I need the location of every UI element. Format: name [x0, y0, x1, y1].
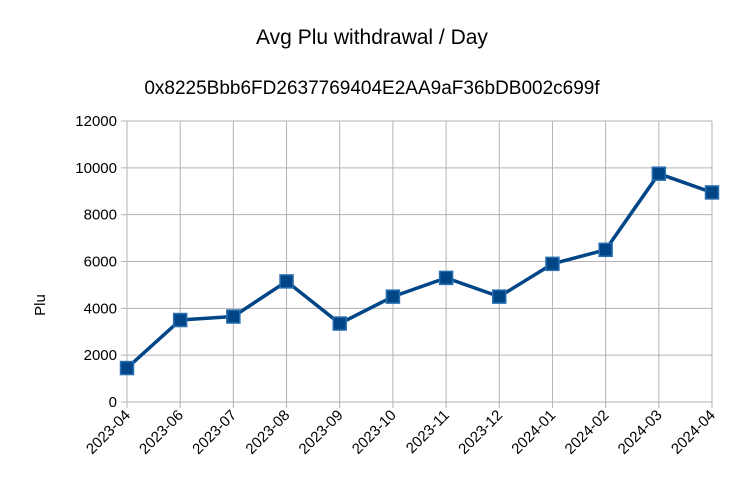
- x-tick-label: 2024-03: [615, 407, 666, 458]
- gridlines: [121, 120, 713, 408]
- series-layer: [119, 166, 720, 376]
- x-tick-label: 2023-06: [136, 407, 187, 458]
- x-tick-label: 2024-04: [668, 407, 719, 458]
- x-tick-label: 2023-08: [242, 407, 293, 458]
- series-line: [125, 171, 713, 370]
- x-tick-label: 2023-12: [455, 407, 506, 458]
- chart-title: Avg Plu withdrawal / Day: [256, 26, 488, 49]
- data-point: [279, 274, 294, 289]
- y-tick-label: 2000: [84, 347, 117, 364]
- y-tick-label: 0: [109, 394, 117, 411]
- data-point: [651, 166, 667, 181]
- y-tick-label: 8000: [84, 207, 117, 224]
- x-tick-label: 2023-04: [83, 407, 134, 458]
- y-tick-label: 12000: [75, 113, 117, 130]
- y-tick-label: 6000: [84, 254, 117, 271]
- y-axis-label: Plu: [32, 294, 49, 316]
- x-tick-label: 2023-10: [349, 407, 400, 458]
- data-point: [545, 256, 560, 272]
- x-tick-label: 2023-09: [296, 407, 347, 458]
- y-tick-label: 4000: [84, 300, 117, 317]
- x-tick-label: 2024-01: [508, 407, 559, 458]
- data-point: [438, 270, 454, 286]
- data-point: [385, 289, 401, 304]
- data-point: [119, 360, 135, 376]
- data-point: [172, 312, 188, 328]
- x-tick-label: 2023-11: [403, 407, 453, 457]
- x-tick-label: 2024-02: [562, 407, 613, 458]
- data-point: [226, 309, 241, 324]
- chart-subtitle: 0x8225Bbb6FD2637769404E2AA9aF36bDB002c69…: [144, 78, 600, 99]
- data-point: [492, 289, 507, 304]
- x-axis-ticks: 2023-04 2023-06 2023-07 2023-08 2023-09 2023-…: [83, 407, 719, 458]
- data-point: [704, 185, 720, 200]
- x-tick-label: 2023-07: [189, 407, 240, 458]
- data-point: [598, 242, 613, 258]
- y-tick-label: 10000: [75, 160, 117, 177]
- data-point: [332, 316, 347, 331]
- y-axis-ticks: 0 2000 4000 6000 8000 10000 12000: [75, 113, 117, 411]
